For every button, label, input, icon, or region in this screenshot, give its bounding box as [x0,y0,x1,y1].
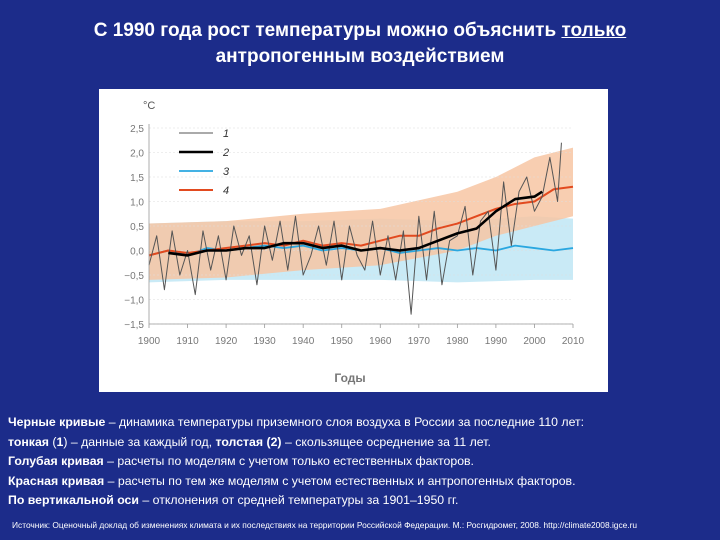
caption-line-4-text: – расчеты по тем же моделям с учетом ест… [104,473,576,488]
x-tick-label: 1960 [369,336,392,347]
legend-label-2: 2 [222,147,229,159]
chart-svg: 2,5 2,0 1,5 1,0 0,5 0,0 −0,5 −1,0 −1,5 1900 1910 19… [124,100,585,385]
series-line-1 [148,142,562,315]
caption-blue-curve: Голубая кривая [8,454,104,468]
y-tick-label: −1,0 [124,296,144,307]
title-text-part2: антропогенным воздействием [215,46,505,67]
y-tick-label: 2,0 [130,149,144,160]
slide-title: С 1990 года рост температуры можно объяс… [40,18,680,70]
x-tick-label: 1920 [215,336,238,347]
caption-line-1: Черные кривые – динамика температуры при… [8,413,714,433]
caption-line-2-text: ) – данные за каждый год, [63,434,216,449]
legend-label-3: 3 [223,166,230,178]
x-tick-label: 1900 [138,336,161,347]
caption-line-2-paren: ( [48,434,57,449]
y-tick-label: −0,5 [124,271,144,282]
y-tick-label: −1,5 [124,320,144,331]
caption-red-curve: Красная кривая [8,473,105,488]
caption-line-3-text: – расчеты по моделям с учетом только ест… [103,454,474,468]
title-text-part1: С 1990 года рост температуры можно объяс… [93,20,562,41]
caption-line-5: По вертикальной оси – отклонения от сред… [8,491,714,511]
y-tick-label: 1,0 [130,198,144,209]
caption-thin-num: 1 [56,434,64,449]
x-tick-label: 1990 [485,336,508,347]
caption-line-5-text: – отклонения от средней температуры за 1… [138,493,459,507]
y-axis-label: °C [143,100,155,112]
x-tick-label: 2010 [562,336,585,347]
caption-black-curves: Черные кривые [8,415,106,429]
caption-thick: толстая (2) [215,434,282,449]
series-lines [148,142,574,315]
caption-line-2: тонкая (1) – данные за каждый год, толст… [8,433,714,453]
legend-label-1: 1 [223,128,229,140]
x-tick-label: 1950 [331,336,354,347]
series-line-2 [168,190,543,257]
caption: Черные кривые – динамика температуры при… [8,413,714,511]
x-tick-label: 1970 [408,336,431,347]
x-tick-label: 2000 [523,336,546,347]
y-tick-label: 2,5 [130,124,144,135]
x-tick-label: 1910 [176,336,199,347]
x-axis-label: Годы [334,371,365,385]
axes: 2,5 2,0 1,5 1,0 0,5 0,0 −0,5 −1,0 −1,5 1900 1910 19… [124,124,585,347]
caption-line-4: Красная кривая – расчеты по тем же модел… [8,472,714,492]
legend-label-4: 4 [223,185,229,197]
temperature-chart: 2,5 2,0 1,5 1,0 0,5 0,0 −0,5 −1,0 −1,5 1900 1910 19… [99,89,608,392]
x-tick-label: 1930 [254,336,277,347]
title-underlined-word: только [561,20,627,41]
x-tick-label: 1940 [292,336,315,347]
source-note: Источник: Оценочный доклад об изменениях… [12,520,638,530]
y-tick-label: 1,5 [130,173,144,184]
caption-line-2-end: – скользящее осреднение за 11 лет. [281,434,491,449]
caption-line-3: Голубая кривая – расчеты по моделям с уч… [8,452,714,472]
caption-thin: тонкая [8,434,49,449]
y-tick-label: 0,0 [130,247,144,258]
x-tick-label: 1980 [446,336,469,347]
caption-line-1-text: – динамика температуры приземного слоя в… [105,415,585,429]
y-tick-label: 0,5 [130,222,144,233]
legend: 1 2 3 4 [179,128,230,197]
caption-vertical-axis: По вертикальной оси [8,493,139,507]
